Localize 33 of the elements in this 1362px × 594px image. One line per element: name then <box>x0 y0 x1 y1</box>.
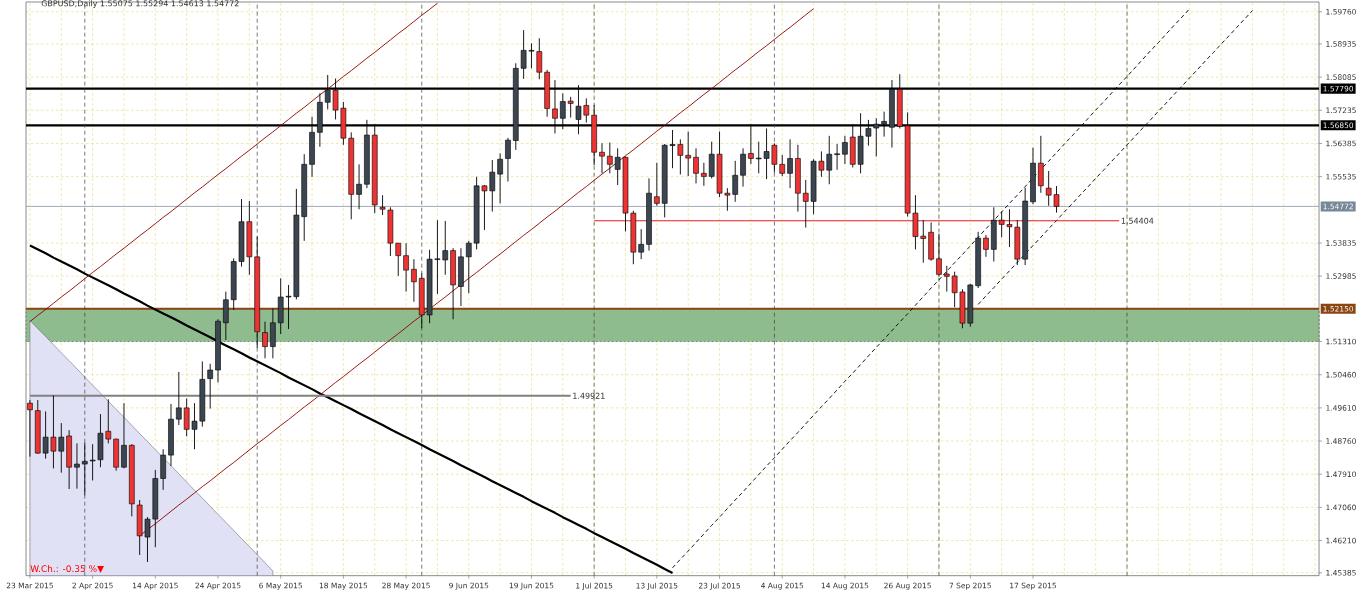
candlestick <box>160 448 166 491</box>
candlestick <box>379 194 386 216</box>
candlestick <box>599 142 605 174</box>
annotation: W.Ch.: -0.35 %▼ <box>30 565 104 573</box>
candlestick <box>983 234 989 258</box>
candlestick <box>89 443 96 481</box>
candlestick <box>27 399 33 458</box>
candlestick <box>403 242 409 293</box>
candlestick <box>654 162 660 207</box>
candlestick <box>842 135 848 165</box>
candlestick <box>207 363 213 410</box>
candlestick <box>356 163 362 210</box>
candlestick <box>701 162 707 187</box>
candlestick <box>176 371 182 426</box>
candlestick <box>223 291 229 341</box>
candlestick <box>465 240 472 294</box>
candlestick <box>262 321 268 359</box>
candlestick <box>121 402 127 469</box>
candlestick <box>81 442 88 496</box>
candlestick <box>411 258 417 303</box>
candlestick <box>787 138 793 189</box>
candlestick <box>693 147 699 184</box>
candlestick <box>74 442 80 490</box>
candlestick <box>638 228 644 260</box>
candlestick <box>740 147 746 188</box>
candlestick <box>536 37 543 80</box>
candlestick <box>1038 135 1044 194</box>
candlestick <box>607 142 613 174</box>
candlestick <box>497 152 503 204</box>
candlestick <box>936 233 942 278</box>
candlestick <box>834 143 840 171</box>
candlestick <box>270 307 276 359</box>
candlestick <box>505 137 511 182</box>
